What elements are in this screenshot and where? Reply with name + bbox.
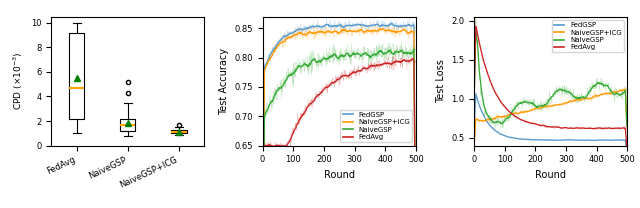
- Y-axis label: CPD ($\times10^{-3}$): CPD ($\times10^{-3}$): [12, 52, 26, 110]
- Legend: FedGSP, NaiveGSP+ICG, NaiveGSP, FedAvg: FedGSP, NaiveGSP+ICG, NaiveGSP, FedAvg: [340, 110, 412, 142]
- Y-axis label: Test Accuracy: Test Accuracy: [219, 48, 229, 115]
- Y-axis label: Test Loss: Test Loss: [436, 59, 445, 103]
- X-axis label: Round: Round: [324, 170, 355, 180]
- Legend: FedGSP, NaiveGSP+ICG, NaiveGSP, FedAvg: FedGSP, NaiveGSP+ICG, NaiveGSP, FedAvg: [552, 20, 624, 52]
- X-axis label: Round: Round: [535, 170, 566, 180]
